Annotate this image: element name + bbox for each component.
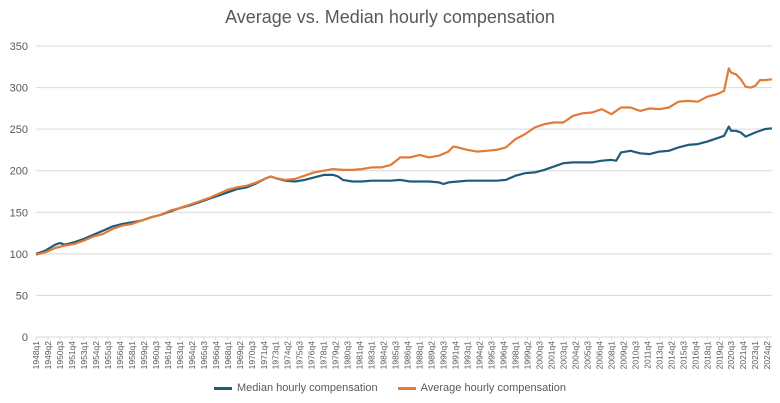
x-tick-label: 1979q2 — [331, 341, 341, 370]
x-tick-label: 2016q4 — [690, 341, 700, 370]
legend-swatch-median — [214, 386, 232, 390]
x-tick-label: 1958q1 — [127, 341, 137, 370]
legend-label-average: Average hourly compensation — [420, 382, 566, 394]
y-tick-label: 200 — [10, 166, 28, 178]
x-tick-label: 1998q1 — [510, 341, 520, 370]
x-tick-label: 1970q3 — [247, 341, 257, 370]
x-tick-label: 1963q1 — [175, 341, 185, 370]
x-tick-label: 2010q3 — [630, 341, 640, 370]
x-tick-label: 2005q3 — [582, 341, 592, 370]
x-tick-label: 1950q3 — [55, 341, 65, 370]
x-tick-label: 1966q4 — [211, 341, 221, 370]
x-tick-label: 1988q1 — [415, 341, 425, 370]
x-tick-label: 1955q3 — [103, 341, 113, 370]
x-tick-label: 1976q4 — [307, 341, 317, 370]
x-tick-label: 1973q1 — [271, 341, 281, 370]
x-tick-label: 2004q2 — [570, 341, 580, 370]
x-tick-label: 2024q2 — [762, 341, 772, 370]
x-tick-label: 1983q1 — [367, 341, 377, 370]
x-tick-label: 2019q2 — [714, 341, 724, 370]
x-tick-label: 2011q4 — [642, 341, 652, 369]
x-tick-label: 1961q4 — [163, 341, 173, 370]
x-tick-label: 1968q1 — [223, 341, 233, 370]
x-tick-label: 1996q4 — [498, 341, 508, 370]
legend-item-average: Average hourly compensation — [397, 382, 566, 394]
x-tick-label: 2014q2 — [666, 341, 676, 370]
x-tick-label: 1995q3 — [487, 341, 497, 370]
x-tick-label: 1956q4 — [115, 341, 125, 370]
x-tick-label: 2021q4 — [738, 341, 748, 370]
x-tick-label: 1986q4 — [403, 341, 413, 370]
x-tick-label: 1991q4 — [451, 341, 461, 370]
x-tick-label: 1951q4 — [67, 341, 77, 370]
y-tick-label: 300 — [10, 83, 28, 95]
x-tick-label: 1994q2 — [475, 341, 485, 370]
x-tick-label: 1948q1 — [31, 341, 41, 370]
x-tick-label: 2008q1 — [606, 341, 616, 370]
x-tick-label: 2001q4 — [546, 341, 556, 370]
x-tick-label: 1984q2 — [379, 341, 389, 370]
x-tick-label: 1975q3 — [295, 341, 305, 370]
x-tick-label: 1980q3 — [343, 341, 353, 370]
y-tick-label: 100 — [10, 249, 28, 261]
x-tick-label: 1981q4 — [355, 341, 365, 370]
legend-swatch-average — [397, 386, 416, 390]
x-tick-label: 1969q2 — [235, 341, 245, 370]
series-line-average — [35, 67, 773, 256]
x-tick-label: 2013q1 — [654, 341, 664, 370]
x-tick-label: 1949q2 — [43, 341, 53, 370]
x-tick-label: 1954q2 — [91, 341, 101, 370]
legend-item-median: Median hourly compensation — [214, 382, 378, 394]
x-tick-label: 1978q1 — [319, 341, 329, 370]
x-tick-label: 1989q2 — [427, 341, 437, 370]
legend-label-median: Median hourly compensation — [237, 382, 378, 394]
x-tick-label: 1953q1 — [79, 341, 89, 370]
x-tick-label: 1974q2 — [283, 341, 293, 370]
x-tick-label: 2015q3 — [678, 341, 688, 370]
series-line-median — [35, 125, 773, 255]
y-tick-label: 0 — [22, 332, 28, 344]
x-tick-label: 1964q2 — [187, 341, 197, 370]
x-tick-label: 1993q1 — [463, 341, 473, 370]
x-tick-label: 2023q1 — [750, 341, 760, 370]
x-tick-label: 1965q3 — [199, 341, 209, 370]
x-tick-label: 1990q3 — [439, 341, 449, 370]
y-tick-label: 250 — [10, 124, 28, 136]
x-tick-label: 1971q4 — [259, 341, 269, 370]
x-tick-label: 2003q1 — [558, 341, 568, 370]
x-tick-label: 2009q2 — [618, 341, 628, 370]
x-tick-label: 2018q1 — [702, 341, 712, 370]
chart-title: Average vs. Median hourly compensation — [225, 7, 555, 27]
legend: Median hourly compensation Average hourl… — [0, 382, 780, 394]
x-tick-label: 2020q3 — [726, 341, 736, 370]
x-tick-label: 2006q4 — [594, 341, 604, 370]
x-tick-label: 1959q2 — [139, 341, 149, 370]
y-tick-label: 350 — [10, 41, 28, 53]
y-tick-label: 50 — [16, 290, 28, 302]
x-tick-label: 2000q3 — [534, 341, 544, 370]
x-tick-label: 1985q3 — [391, 341, 401, 370]
y-tick-label: 150 — [10, 207, 28, 219]
x-tick-label: 1999q2 — [522, 341, 532, 370]
x-tick-label: 1960q3 — [151, 341, 161, 370]
